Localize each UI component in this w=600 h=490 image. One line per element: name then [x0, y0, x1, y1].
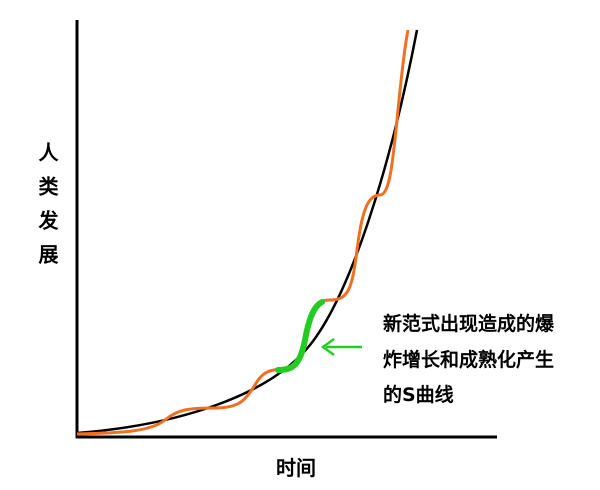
annotation-line: 炸增长和成熟化产生	[383, 349, 555, 371]
x-axis-label: 时间	[276, 456, 316, 480]
annotation-line: 新范式出现造成的爆	[383, 313, 555, 335]
s-curve-chain	[76, 29, 410, 436]
highlight-s-curve	[275, 299, 325, 373]
arrow-head	[320, 337, 335, 357]
exponential-curve	[76, 29, 419, 435]
annotation-line: 的S曲线	[383, 384, 454, 406]
y-axis-label: 人类发展	[35, 142, 59, 278]
